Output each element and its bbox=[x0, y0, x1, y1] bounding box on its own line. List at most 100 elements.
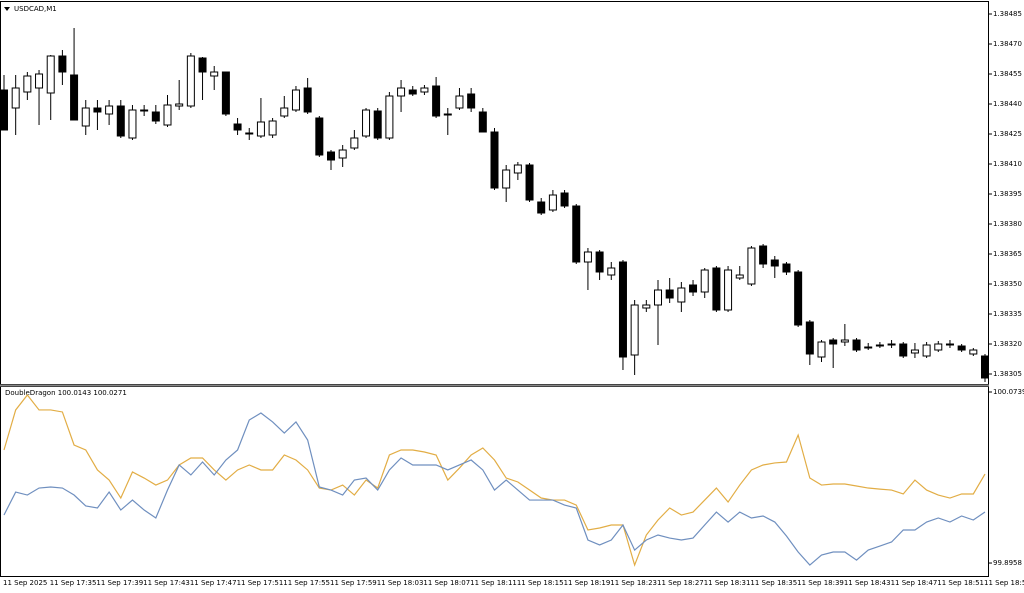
candle-body bbox=[70, 74, 79, 121]
x-tick-label: 11 Sep 18:51 bbox=[937, 579, 984, 587]
candle-body bbox=[770, 259, 779, 267]
candle-body bbox=[338, 149, 347, 159]
candle-body bbox=[432, 85, 441, 117]
candle-body bbox=[537, 201, 546, 214]
menu-arrow[interactable] bbox=[4, 7, 10, 11]
candle-body bbox=[186, 55, 195, 107]
candle-body bbox=[689, 284, 698, 293]
y-tick-label: 1.38305 bbox=[993, 370, 1022, 378]
y-tick-label: 1.38485 bbox=[993, 10, 1022, 18]
candle-body bbox=[46, 55, 55, 94]
x-tick-label: 11 Sep 17:59 bbox=[330, 579, 377, 587]
candle-body bbox=[151, 111, 160, 122]
candle-body bbox=[245, 132, 254, 135]
y-tick-label: 100.0739 bbox=[993, 388, 1024, 396]
x-tick-label: 11 Sep 18:35 bbox=[750, 579, 797, 587]
indicator-line bbox=[3, 393, 986, 567]
candle-body bbox=[899, 343, 908, 357]
candle-body bbox=[420, 87, 429, 93]
y-tick-label: 1.38455 bbox=[993, 70, 1022, 78]
candle-body bbox=[315, 117, 324, 156]
candle-body bbox=[291, 89, 300, 111]
candle-body bbox=[385, 95, 394, 139]
x-tick-label: 11 Sep 17:39 bbox=[96, 579, 143, 587]
candle-body bbox=[817, 341, 826, 358]
candle-body bbox=[467, 93, 476, 109]
y-tick-label: 1.38410 bbox=[993, 160, 1022, 168]
x-tick-label: 11 Sep 18:47 bbox=[891, 579, 938, 587]
candle-body bbox=[502, 169, 511, 189]
candle-body bbox=[210, 71, 219, 77]
y-tick-label: 1.38395 bbox=[993, 190, 1022, 198]
y-tick-label: 1.38350 bbox=[993, 280, 1022, 288]
candle-body bbox=[221, 71, 230, 115]
indicator-line bbox=[3, 412, 986, 566]
candle-body bbox=[0, 89, 8, 131]
candle-body bbox=[724, 269, 733, 311]
candle-body bbox=[140, 109, 149, 112]
y-tick-label: 1.38380 bbox=[993, 220, 1022, 228]
y-tick-label: 1.38470 bbox=[993, 40, 1022, 48]
candle-body bbox=[81, 107, 90, 127]
candle-body bbox=[618, 261, 627, 358]
x-tick-label: 11 Sep 17:47 bbox=[190, 579, 237, 587]
candle-body bbox=[981, 355, 989, 379]
candle-body bbox=[362, 109, 371, 137]
candle-body bbox=[852, 339, 861, 351]
candle-body bbox=[397, 87, 406, 97]
candle-body bbox=[910, 349, 919, 354]
candle-body bbox=[665, 289, 674, 299]
candle-body bbox=[105, 105, 114, 115]
candle-body bbox=[805, 321, 814, 355]
candle-body bbox=[572, 205, 581, 263]
candle-body bbox=[128, 109, 137, 139]
y-tick-label: 99.8958 bbox=[993, 559, 1022, 567]
y-tick-label: 1.38365 bbox=[993, 250, 1022, 258]
candle-body bbox=[256, 121, 265, 137]
candle-body bbox=[175, 103, 184, 107]
chart-title: USDCAD,M1 bbox=[14, 5, 57, 13]
x-tick-label: 11 Sep 2025 bbox=[3, 579, 47, 587]
x-tick-label: 11 Sep 17:35 bbox=[50, 579, 97, 587]
candle-body bbox=[280, 107, 289, 117]
candle-body bbox=[11, 87, 20, 109]
candle-body bbox=[443, 113, 452, 116]
candle-body bbox=[712, 267, 721, 311]
y-tick-label: 1.38425 bbox=[993, 130, 1022, 138]
x-tick-label: 11 Sep 17:51 bbox=[237, 579, 284, 587]
candle-body bbox=[478, 111, 487, 133]
candle-body bbox=[490, 131, 499, 189]
x-tick-label: 11 Sep 18:23 bbox=[610, 579, 657, 587]
candle-body bbox=[875, 344, 884, 347]
candle-body bbox=[116, 105, 125, 137]
candle-body bbox=[945, 343, 954, 346]
candle-body bbox=[794, 271, 803, 326]
candle-body bbox=[759, 245, 768, 265]
candle-body bbox=[957, 345, 966, 351]
x-tick-label: 11 Sep 18:55 bbox=[984, 579, 1024, 587]
candle-body bbox=[455, 95, 464, 109]
candle-body bbox=[198, 57, 207, 73]
candle-body bbox=[829, 339, 838, 345]
candle-body bbox=[560, 192, 569, 207]
x-tick-label: 11 Sep 18:27 bbox=[657, 579, 704, 587]
candle-body bbox=[607, 267, 616, 276]
x-tick-label: 11 Sep 18:07 bbox=[423, 579, 470, 587]
candle-body bbox=[373, 110, 382, 139]
x-tick-label: 11 Sep 18:39 bbox=[797, 579, 844, 587]
candle-body bbox=[654, 289, 662, 306]
candle-body bbox=[934, 343, 943, 351]
candle-body bbox=[595, 251, 604, 273]
x-tick-label: 11 Sep 17:55 bbox=[283, 579, 330, 587]
candle-body bbox=[23, 75, 32, 93]
candle-body bbox=[525, 164, 534, 201]
candle-body bbox=[303, 87, 312, 113]
x-tick-label: 11 Sep 18:31 bbox=[704, 579, 751, 587]
candle-body bbox=[922, 344, 931, 357]
candle-body bbox=[677, 287, 686, 303]
x-tick-label: 11 Sep 18:15 bbox=[517, 579, 564, 587]
candle-body bbox=[840, 339, 849, 343]
candle-body bbox=[163, 104, 172, 126]
